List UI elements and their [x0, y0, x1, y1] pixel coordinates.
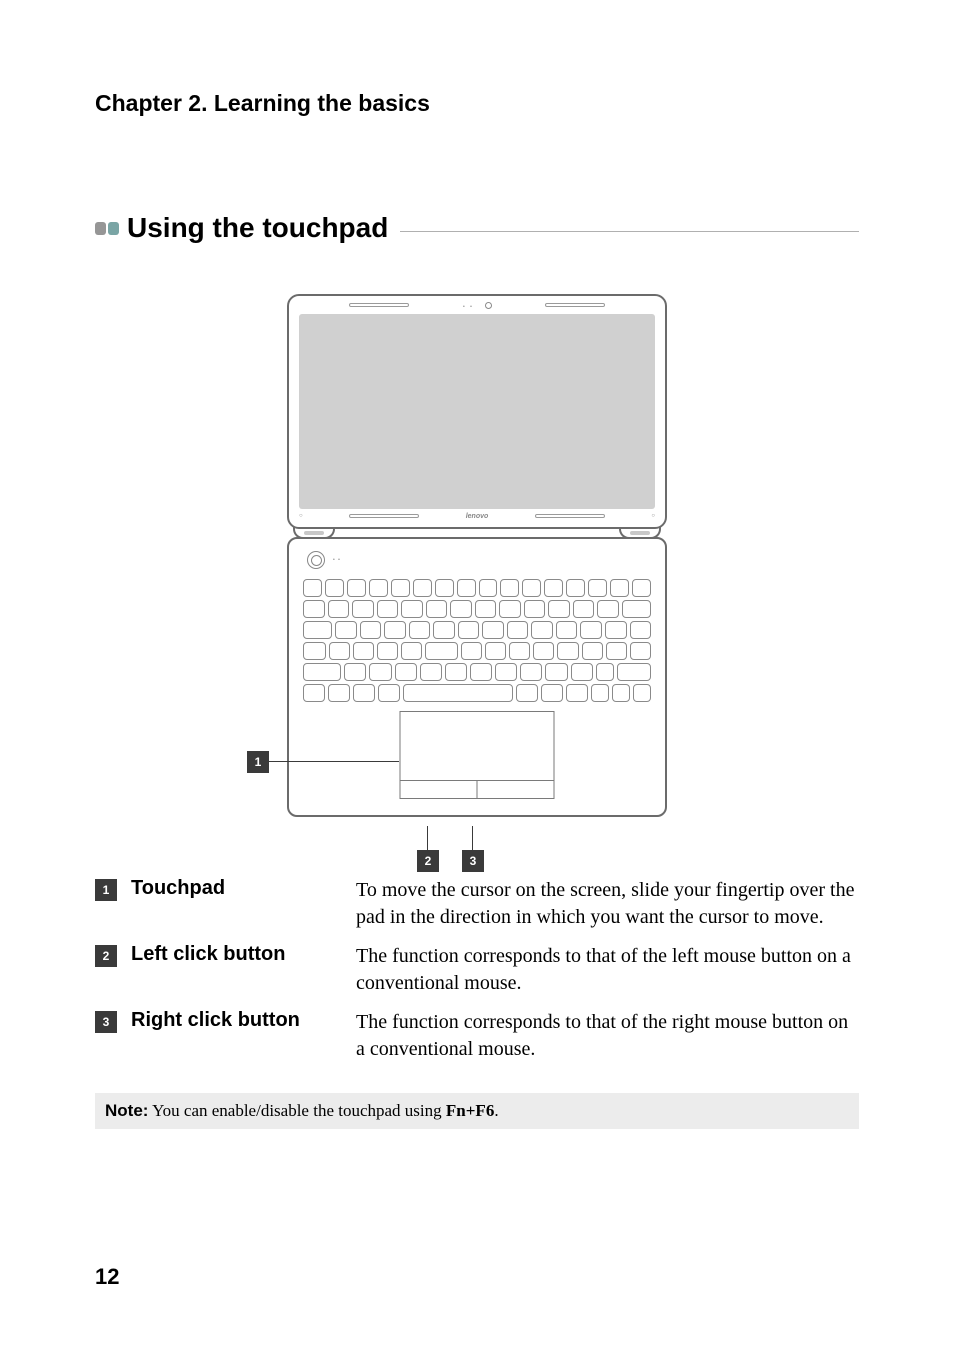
callout-2: 2 [417, 850, 439, 872]
page-number: 12 [95, 1264, 119, 1290]
note-box: Note: You can enable/disable the touchpa… [95, 1093, 859, 1129]
description-number: 1 [95, 879, 117, 901]
callout-3: 3 [462, 850, 484, 872]
description-term: Right click button [131, 1009, 356, 1032]
description-number: 3 [95, 1011, 117, 1033]
description-row: 1 TouchpadTo move the cursor on the scree… [95, 877, 859, 931]
description-row: 3 Right click buttonThe function correspo… [95, 1009, 859, 1063]
note-fn-key: Fn+F6 [446, 1101, 494, 1120]
note-text-post: . [494, 1101, 498, 1120]
description-text: The function corresponds to that of the … [356, 1009, 859, 1063]
power-button-icon [307, 551, 325, 569]
callout-1: 1 [247, 751, 269, 773]
touchpad-illustration [400, 711, 555, 799]
section-title: Using the touchpad [127, 212, 388, 244]
section-bullets-icon [95, 222, 119, 235]
laptop-base: • • [287, 537, 667, 817]
description-term: Touchpad [131, 877, 356, 900]
laptop-screen: • • ○ lenovo ○ [287, 294, 667, 529]
description-text: The function corresponds to that of the … [356, 943, 859, 997]
keyboard-illustration [303, 579, 651, 702]
description-text: To move the cursor on the screen, slide … [356, 877, 859, 931]
description-term: Left click button [131, 943, 356, 966]
speaker-dots-icon: • • [333, 557, 341, 563]
description-number: 2 [95, 945, 117, 967]
laptop-figure: • • ○ lenovo ○ • • [95, 294, 859, 817]
description-list: 1 TouchpadTo move the cursor on the scree… [95, 877, 859, 1063]
chapter-title: Chapter 2. Learning the basics [95, 90, 859, 117]
description-row: 2 Left click buttonThe function correspon… [95, 943, 859, 997]
webcam-icon [485, 302, 492, 309]
section-rule [400, 231, 859, 232]
note-text-pre: You can enable/disable the touchpad usin… [148, 1101, 445, 1120]
brand-label: lenovo [466, 513, 489, 520]
note-label: Note: [105, 1101, 148, 1120]
section-heading: Using the touchpad [95, 212, 859, 244]
